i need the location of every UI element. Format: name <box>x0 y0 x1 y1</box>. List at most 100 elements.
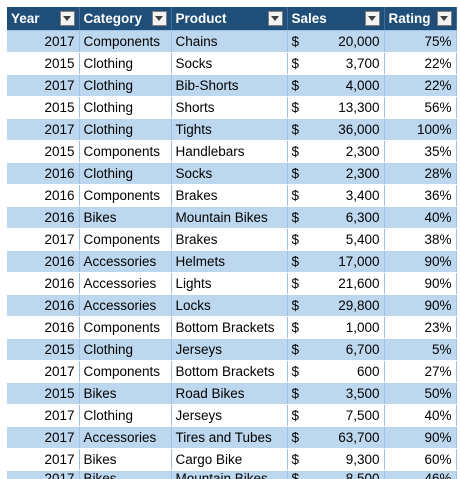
cell-sales[interactable]: $13,300 <box>287 96 385 119</box>
cell-product[interactable]: Socks <box>171 162 288 185</box>
cell-year[interactable]: 2015 <box>7 338 80 361</box>
cell-year[interactable]: 2017 <box>7 360 80 383</box>
cell-year[interactable]: 2017 <box>7 30 80 53</box>
cell-sales[interactable]: $3,500 <box>287 382 385 405</box>
cell-rating[interactable]: 23% <box>384 316 457 339</box>
cell-product[interactable]: Lights <box>171 272 288 295</box>
cell-year[interactable]: 2017 <box>7 228 80 251</box>
cell-sales[interactable]: $3,700 <box>287 52 385 75</box>
cell-rating[interactable]: 38% <box>384 228 457 251</box>
cell-sales[interactable]: $2,300 <box>287 140 385 163</box>
cell-product[interactable]: Bottom Brackets <box>171 360 288 383</box>
cell-product[interactable]: Socks <box>171 52 288 75</box>
cell-category[interactable]: Bikes <box>79 206 172 229</box>
cell-year[interactable]: 2016 <box>7 294 80 317</box>
cell-product[interactable]: Brakes <box>171 228 288 251</box>
cell-rating[interactable]: 90% <box>384 272 457 295</box>
cell-category[interactable]: Clothing <box>79 74 172 97</box>
cell-product[interactable]: Locks <box>171 294 288 317</box>
cell-category[interactable]: Clothing <box>79 52 172 75</box>
cell-product[interactable]: Shorts <box>171 96 288 119</box>
cell-rating[interactable]: 60% <box>384 448 457 471</box>
cell-rating[interactable]: 75% <box>384 30 457 53</box>
cell-rating[interactable]: 90% <box>384 426 457 449</box>
cell-year[interactable]: 2016 <box>7 184 80 207</box>
cell-sales[interactable]: $5,400 <box>287 228 385 251</box>
cell-rating[interactable]: 35% <box>384 140 457 163</box>
cell-sales[interactable]: $8,500 <box>287 470 385 479</box>
cell-year[interactable]: 2015 <box>7 382 80 405</box>
cell-category[interactable]: Components <box>79 30 172 53</box>
cell-category[interactable]: Components <box>79 316 172 339</box>
cell-rating[interactable]: 5% <box>384 338 457 361</box>
cell-product[interactable]: Helmets <box>171 250 288 273</box>
cell-category[interactable]: Components <box>79 360 172 383</box>
cell-sales[interactable]: $600 <box>287 360 385 383</box>
cell-product[interactable]: Mountain Bikes <box>171 470 288 479</box>
cell-sales[interactable]: $2,300 <box>287 162 385 185</box>
cell-year[interactable]: 2017 <box>7 426 80 449</box>
cell-product[interactable]: Tires and Tubes <box>171 426 288 449</box>
cell-product[interactable]: Jerseys <box>171 338 288 361</box>
cell-product[interactable]: Cargo Bike <box>171 448 288 471</box>
cell-sales[interactable]: $4,000 <box>287 74 385 97</box>
cell-category[interactable]: Clothing <box>79 118 172 141</box>
cell-category[interactable]: Clothing <box>79 338 172 361</box>
cell-year[interactable]: 2016 <box>7 206 80 229</box>
cell-sales[interactable]: $21,600 <box>287 272 385 295</box>
cell-year[interactable]: 2016 <box>7 316 80 339</box>
sales-filter-dropdown-icon[interactable] <box>364 10 380 26</box>
cell-rating[interactable]: 56% <box>384 96 457 119</box>
cell-rating[interactable]: 46% <box>384 470 457 479</box>
cell-year[interactable]: 2017 <box>7 470 80 479</box>
cell-category[interactable]: Clothing <box>79 96 172 119</box>
cell-rating[interactable]: 22% <box>384 74 457 97</box>
category-filter-dropdown-icon[interactable] <box>151 10 167 26</box>
cell-category[interactable]: Accessories <box>79 294 172 317</box>
cell-sales[interactable]: $17,000 <box>287 250 385 273</box>
cell-year[interactable]: 2017 <box>7 404 80 427</box>
cell-product[interactable]: Chains <box>171 30 288 53</box>
cell-sales[interactable]: $63,700 <box>287 426 385 449</box>
cell-category[interactable]: Accessories <box>79 272 172 295</box>
cell-year[interactable]: 2016 <box>7 162 80 185</box>
cell-category[interactable]: Clothing <box>79 404 172 427</box>
cell-sales[interactable]: $9,300 <box>287 448 385 471</box>
cell-rating[interactable]: 40% <box>384 206 457 229</box>
cell-year[interactable]: 2016 <box>7 250 80 273</box>
cell-rating[interactable]: 28% <box>384 162 457 185</box>
cell-sales[interactable]: $1,000 <box>287 316 385 339</box>
cell-product[interactable]: Mountain Bikes <box>171 206 288 229</box>
cell-category[interactable]: Accessories <box>79 426 172 449</box>
cell-rating[interactable]: 27% <box>384 360 457 383</box>
cell-rating[interactable]: 36% <box>384 184 457 207</box>
cell-sales[interactable]: $36,000 <box>287 118 385 141</box>
cell-rating[interactable]: 50% <box>384 382 457 405</box>
cell-rating[interactable]: 100% <box>384 118 457 141</box>
cell-year[interactable]: 2015 <box>7 96 80 119</box>
cell-sales[interactable]: $20,000 <box>287 30 385 53</box>
cell-product[interactable]: Bib-Shorts <box>171 74 288 97</box>
cell-category[interactable]: Bikes <box>79 470 172 479</box>
cell-rating[interactable]: 40% <box>384 404 457 427</box>
cell-sales[interactable]: $29,800 <box>287 294 385 317</box>
cell-category[interactable]: Bikes <box>79 448 172 471</box>
cell-category[interactable]: Components <box>79 228 172 251</box>
product-filter-dropdown-icon[interactable] <box>267 10 283 26</box>
cell-sales[interactable]: $7,500 <box>287 404 385 427</box>
cell-year[interactable]: 2017 <box>7 448 80 471</box>
cell-year[interactable]: 2015 <box>7 52 80 75</box>
cell-sales[interactable]: $6,700 <box>287 338 385 361</box>
cell-rating[interactable]: 90% <box>384 294 457 317</box>
cell-year[interactable]: 2017 <box>7 118 80 141</box>
cell-year[interactable]: 2016 <box>7 272 80 295</box>
cell-product[interactable]: Tights <box>171 118 288 141</box>
cell-product[interactable]: Jerseys <box>171 404 288 427</box>
cell-category[interactable]: Accessories <box>79 250 172 273</box>
cell-category[interactable]: Components <box>79 184 172 207</box>
cell-rating[interactable]: 22% <box>384 52 457 75</box>
cell-category[interactable]: Bikes <box>79 382 172 405</box>
cell-product[interactable]: Handlebars <box>171 140 288 163</box>
cell-sales[interactable]: $6,300 <box>287 206 385 229</box>
cell-product[interactable]: Brakes <box>171 184 288 207</box>
